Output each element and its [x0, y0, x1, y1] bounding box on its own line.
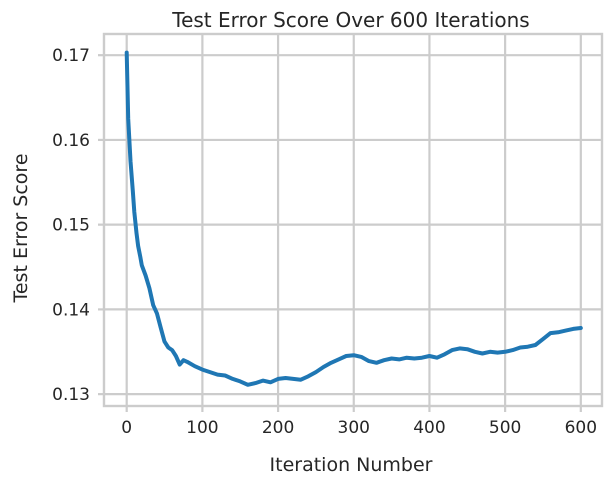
y-tick-label: 0.14 — [52, 300, 90, 320]
x-tick-label: 0 — [121, 418, 132, 438]
chart-title: Test Error Score Over 600 Iterations — [171, 8, 529, 32]
x-axis-label: Iteration Number — [270, 454, 433, 476]
x-tick-label: 300 — [338, 418, 370, 438]
x-tick-label: 600 — [565, 418, 597, 438]
series-layer — [124, 50, 583, 387]
x-tick-label: 100 — [186, 418, 218, 438]
x-tick-label: 500 — [489, 418, 521, 438]
y-tick-label: 0.13 — [52, 385, 90, 405]
y-tick-label: 0.15 — [52, 216, 90, 236]
series-line — [124, 50, 583, 387]
y-axis-label: Test Error Score — [10, 153, 32, 303]
grid-layer — [104, 34, 602, 406]
y-tick-label: 0.17 — [52, 46, 90, 66]
tick-layer: 0 100 200 300 400 500 600 0.13 0.14 0.15 0.16 0.17 — [52, 46, 597, 438]
y-tick-label: 0.16 — [52, 131, 90, 151]
x-tick-label: 400 — [413, 418, 445, 438]
x-tick-label: 200 — [262, 418, 294, 438]
